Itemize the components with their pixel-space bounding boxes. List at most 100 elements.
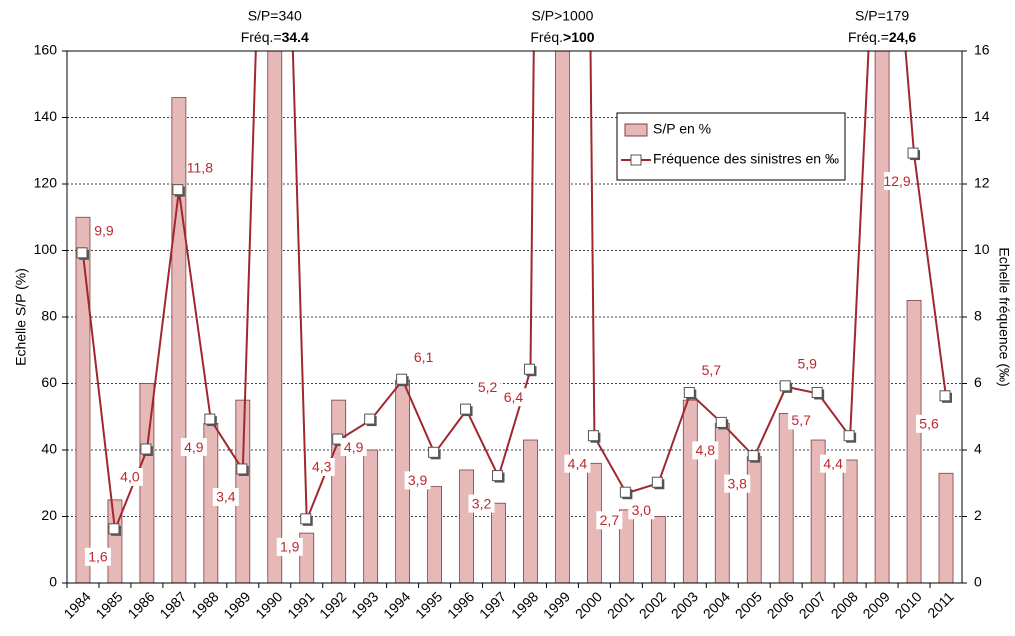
value-label-bg: [820, 454, 847, 473]
value-label-bg: [692, 441, 719, 460]
value-label: 4,4: [823, 455, 843, 471]
legend-box: [616, 112, 846, 181]
marker: [811, 386, 823, 398]
value-label-bg: [794, 354, 821, 373]
bar: [555, 51, 570, 583]
x-tick-label: 1995: [412, 588, 445, 621]
value-label-bg: [84, 547, 111, 566]
annotation-sp: S/P>1000: [532, 8, 594, 24]
value-label: 5,9: [797, 356, 817, 372]
x-tick-label: 1987: [156, 588, 189, 621]
marker: [300, 513, 312, 525]
marker: [907, 147, 919, 159]
value-label: 3,9: [408, 472, 428, 488]
value-label-bg: [564, 454, 591, 473]
bar: [107, 499, 123, 583]
x-tick-label: 1989: [220, 588, 253, 621]
value-label: 4,9: [344, 439, 364, 455]
value-label-bg: [186, 158, 213, 177]
x-tick-label: 2004: [700, 588, 733, 621]
x-tick-label: 2002: [636, 588, 669, 621]
annotation-sp: S/P=340: [248, 8, 302, 24]
y2-tick-label: 0: [974, 574, 982, 590]
x-tick-label: 1988: [188, 588, 221, 621]
x-tick-label: 1998: [508, 588, 541, 621]
bar: [618, 509, 634, 583]
bar: [75, 216, 91, 583]
annotation-freq-prefix: Fréq.=: [848, 29, 889, 45]
value-label-bg: [276, 537, 303, 556]
value-label: 3,0: [632, 502, 652, 518]
marker: [715, 416, 727, 428]
marker: [140, 443, 152, 455]
bar: [874, 51, 890, 583]
x-tick-label: 2007: [796, 588, 829, 621]
marker: [779, 380, 791, 392]
marker: [492, 470, 504, 482]
value-label-bg: [724, 474, 751, 493]
value-label: 3,8: [727, 475, 747, 491]
value-label: 3,4: [216, 489, 236, 505]
marker: [460, 403, 472, 415]
bar: [778, 413, 794, 583]
legend-label: S/P en %: [653, 121, 711, 137]
marker: [587, 430, 599, 442]
marker: [523, 363, 535, 375]
value-label-bg: [698, 361, 725, 380]
annotation-freq-value: >100: [563, 29, 595, 45]
bar: [331, 399, 347, 583]
value-label: 5,6: [919, 416, 939, 432]
value-label: 4,3: [312, 459, 332, 475]
value-label: 2,7: [600, 512, 620, 528]
value-label-bg: [500, 388, 527, 407]
x-tick-label: 1986: [124, 588, 157, 621]
plot-area: [75, 51, 954, 583]
y2-tick-label: 8: [974, 308, 982, 324]
annotation-freq: Fréq.>100: [530, 29, 594, 45]
bar: [906, 299, 922, 583]
legend-swatch: [624, 123, 648, 137]
x-tick-label: 1985: [92, 588, 125, 621]
marker: [76, 247, 88, 259]
value-label-bg: [596, 511, 623, 530]
y2-tick-label: 10: [974, 241, 990, 257]
value-label: 4,0: [120, 469, 140, 485]
value-label: 1,6: [88, 549, 108, 565]
marker: [172, 184, 184, 196]
value-label: 9,9: [94, 223, 114, 239]
marker: [396, 373, 408, 385]
marker: [843, 430, 855, 442]
y2-tick-label: 6: [974, 374, 982, 390]
x-tick-label: 2008: [828, 588, 861, 621]
value-label-bg: [410, 348, 437, 367]
x-tick-label: 1984: [60, 588, 93, 621]
x-tick-label: 2009: [859, 588, 892, 621]
annotation-freq: Fréq.=24,6: [848, 29, 916, 45]
annotation-freq: Fréq.=34.4: [241, 29, 309, 45]
bar: [523, 439, 538, 583]
value-label-bg: [212, 487, 239, 506]
value-label: 5,7: [791, 412, 811, 428]
y-tick-label: 160: [34, 42, 58, 58]
marker: [428, 446, 440, 458]
value-label-bg: [788, 411, 815, 430]
legend-marker: [630, 154, 642, 166]
bar: [267, 51, 283, 583]
y-tick-label: 140: [34, 108, 58, 124]
y2-tick-label: 12: [974, 175, 990, 191]
y2-tick-label: 14: [974, 108, 990, 124]
value-label: 5,2: [478, 379, 498, 395]
value-label-bg: [884, 172, 911, 191]
x-tick-label: 2006: [764, 588, 797, 621]
value-label: 6,4: [504, 389, 524, 405]
y2-tick-label: 2: [974, 507, 982, 523]
x-tick-label: 1992: [316, 588, 349, 621]
marker: [619, 486, 631, 498]
bar: [682, 399, 698, 583]
line: [81, 51, 948, 531]
annotation-freq-value: 34.4: [282, 29, 309, 45]
y-tick-label: 80: [41, 308, 57, 324]
marker: [651, 476, 663, 488]
value-label-bg: [90, 221, 117, 240]
